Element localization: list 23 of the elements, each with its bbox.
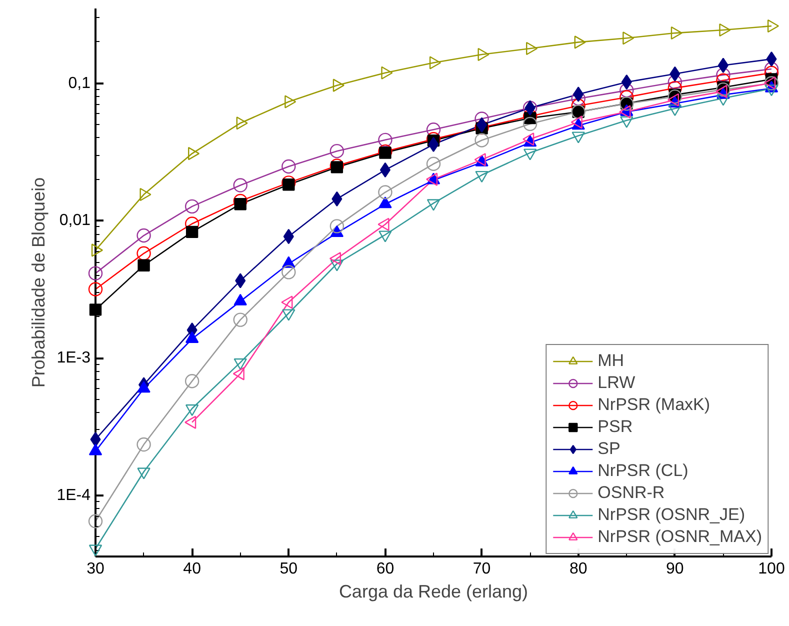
y-tick-label: 0,1 xyxy=(68,74,91,92)
legend-label: PSR xyxy=(598,417,633,437)
x-tick-label: 70 xyxy=(472,560,491,578)
y-axis-title: Probabilidade de Bloqueio xyxy=(28,177,49,388)
x-tick-label: 40 xyxy=(183,560,202,578)
y-tick-label: 1E-3 xyxy=(56,350,91,367)
legend-label: NrPSR (CL) xyxy=(598,461,688,481)
x-tick-label: 90 xyxy=(666,560,684,578)
x-tick-label: 50 xyxy=(280,560,298,578)
y-tick-label: 1E-4 xyxy=(56,487,91,504)
legend-label: SP xyxy=(598,439,620,459)
legend-label: NrPSR (OSNR_JE) xyxy=(598,505,745,525)
legend-label: NrPSR (OSNR_MAX) xyxy=(598,527,762,547)
legend-label: LRW xyxy=(598,373,636,393)
x-axis-title: Carga da Rede (erlang) xyxy=(338,582,528,602)
legend-label: MH xyxy=(598,351,624,371)
legend-label: OSNR-R xyxy=(598,483,665,503)
x-tick-label: 80 xyxy=(569,560,588,578)
legend-label: NrPSR (MaxK) xyxy=(598,395,710,415)
x-tick-label: 30 xyxy=(86,560,104,578)
x-tick-label: 100 xyxy=(758,560,785,578)
y-tick-label: 0,01 xyxy=(59,212,91,230)
x-tick-label: 60 xyxy=(376,560,394,578)
